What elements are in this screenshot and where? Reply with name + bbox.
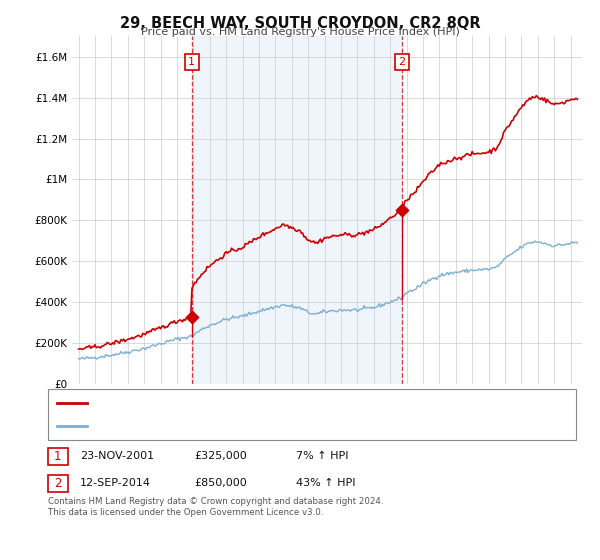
Text: 23-NOV-2001: 23-NOV-2001 <box>80 451 154 461</box>
Text: HPI: Average price, detached house, Croydon: HPI: Average price, detached house, Croy… <box>93 421 329 431</box>
Bar <box>192 36 401 384</box>
Text: £325,000: £325,000 <box>194 451 247 461</box>
Text: 2: 2 <box>398 57 405 67</box>
Text: Contains HM Land Registry data © Crown copyright and database right 2024.
This d: Contains HM Land Registry data © Crown c… <box>48 497 383 517</box>
Text: £850,000: £850,000 <box>194 478 247 488</box>
Text: 29, BEECH WAY, SOUTH CROYDON, CR2 8QR: 29, BEECH WAY, SOUTH CROYDON, CR2 8QR <box>119 16 481 31</box>
Point <box>397 206 406 214</box>
Text: 1: 1 <box>188 57 195 67</box>
Text: 7% ↑ HPI: 7% ↑ HPI <box>296 451 348 461</box>
Text: 1: 1 <box>54 450 62 463</box>
Text: 2: 2 <box>54 477 62 490</box>
Text: 29, BEECH WAY, SOUTH CROYDON, CR2 8QR (detached house): 29, BEECH WAY, SOUTH CROYDON, CR2 8QR (d… <box>93 398 420 408</box>
Point <box>187 312 197 321</box>
Text: 43% ↑ HPI: 43% ↑ HPI <box>296 478 355 488</box>
Text: 12-SEP-2014: 12-SEP-2014 <box>80 478 151 488</box>
Text: Price paid vs. HM Land Registry's House Price Index (HPI): Price paid vs. HM Land Registry's House … <box>140 27 460 37</box>
